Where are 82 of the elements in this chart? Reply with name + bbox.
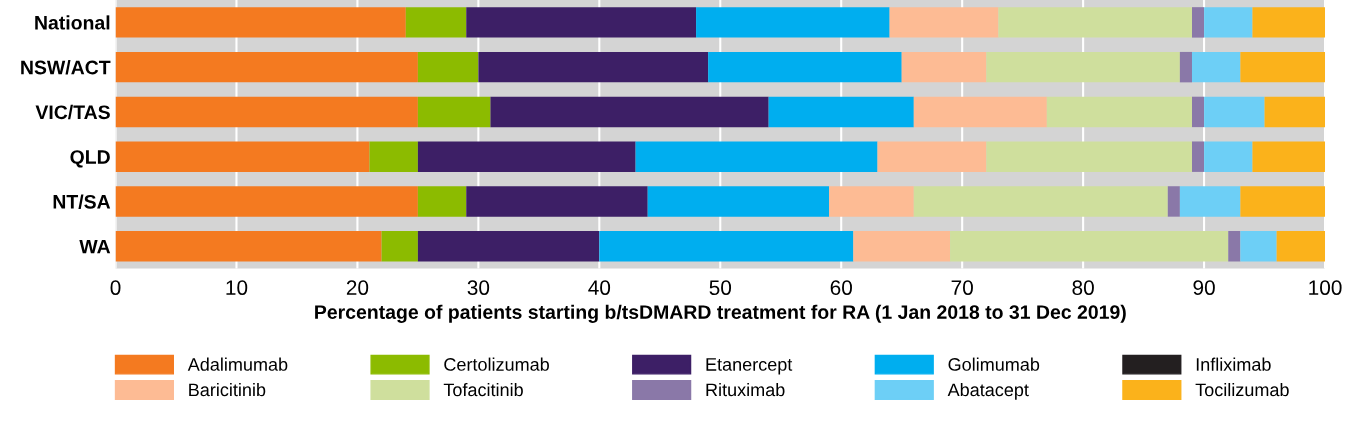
- bar: [1252, 141, 1326, 172]
- bar: [889, 7, 999, 38]
- y-tick-label: NSW/ACT: [21, 60, 111, 75]
- y-tick-label: QLD: [70, 150, 110, 168]
- bar: [417, 231, 600, 262]
- x-tick-label: 40: [588, 280, 611, 296]
- bar: [417, 186, 467, 217]
- legend-label: Baricitinib: [189, 383, 266, 397]
- bar: [115, 51, 418, 83]
- x-tick-label: 10: [226, 280, 248, 296]
- y-tick-label: National: [35, 15, 110, 30]
- bar: [986, 141, 1192, 172]
- legend-label: Etanercept: [706, 358, 793, 375]
- bar: [381, 231, 418, 262]
- legend-label: Infliximab: [1196, 357, 1271, 371]
- x-tick-label: 20: [346, 280, 369, 296]
- x-tick-label: 80: [1072, 280, 1094, 296]
- bar: [1252, 7, 1326, 38]
- bar: [1204, 7, 1253, 38]
- bar: [1046, 96, 1192, 128]
- x-tick-label: 30: [467, 280, 490, 296]
- x-tick-label: 70: [951, 280, 973, 296]
- bar: [647, 186, 830, 217]
- bar: [853, 231, 951, 262]
- bar: [1191, 51, 1241, 83]
- legend-label: Adalimumab: [187, 357, 288, 371]
- bar: [466, 7, 697, 38]
- bar: [599, 231, 854, 262]
- legend-label: Tofacitinib: [443, 383, 523, 397]
- legend-label: Rituximab: [706, 383, 785, 397]
- bar: [998, 7, 1192, 38]
- bar: [115, 231, 382, 262]
- bar: [829, 186, 914, 217]
- bar: [115, 141, 370, 172]
- bar: [1240, 51, 1326, 83]
- bar: [1179, 186, 1241, 217]
- y-tick-label: WA: [79, 239, 111, 254]
- bar: [1204, 141, 1253, 172]
- legend-label: Abatacept: [947, 383, 1029, 400]
- bar: [1179, 51, 1192, 83]
- bar: [417, 51, 479, 83]
- legend-label: Golimumab: [948, 357, 1040, 371]
- bar: [901, 51, 987, 83]
- bar: [1264, 96, 1326, 128]
- bar: [466, 186, 648, 217]
- bar: [1191, 141, 1205, 172]
- bar: [913, 96, 1047, 128]
- bar: [1276, 231, 1326, 262]
- bar: [1167, 186, 1180, 217]
- bar: [115, 186, 418, 217]
- bar: [877, 141, 987, 172]
- bar: [1204, 96, 1265, 128]
- x-tick-label: 60: [830, 280, 852, 296]
- bar: [635, 141, 878, 172]
- y-tick-label: NT/SA: [53, 194, 111, 209]
- bar: [490, 96, 769, 128]
- bar: [986, 51, 1180, 83]
- x-tick-label: 0: [110, 280, 121, 296]
- bar: [405, 7, 467, 38]
- x-tick-label: 90: [1193, 280, 1215, 296]
- x-tick-label: 50: [709, 280, 732, 296]
- bar: [768, 96, 914, 128]
- bar: [1240, 231, 1277, 262]
- bar: [1191, 7, 1205, 38]
- legend-label: Certolizumab: [444, 357, 549, 371]
- bar: [950, 231, 1229, 262]
- bar: [115, 7, 406, 38]
- y-tick-label: VIC/TAS: [35, 104, 110, 120]
- x-axis-title: Percentage of patients starting b/tsDMARD treatment for RA (1 Jan 2018 to 31 Dec 2019): [315, 304, 1126, 323]
- legend-label: Tocilizumab: [1195, 383, 1289, 397]
- bar: [115, 96, 418, 128]
- bar: [696, 7, 890, 38]
- x-tick-label: 100: [1309, 280, 1342, 296]
- bar: [369, 141, 418, 172]
- bar: [1228, 231, 1241, 262]
- bar: [1240, 186, 1326, 217]
- bar: [1191, 96, 1205, 128]
- bar: [417, 96, 491, 128]
- bar: [478, 51, 709, 83]
- bar: [417, 141, 636, 172]
- bar: [913, 186, 1168, 217]
- bar: [708, 51, 902, 83]
